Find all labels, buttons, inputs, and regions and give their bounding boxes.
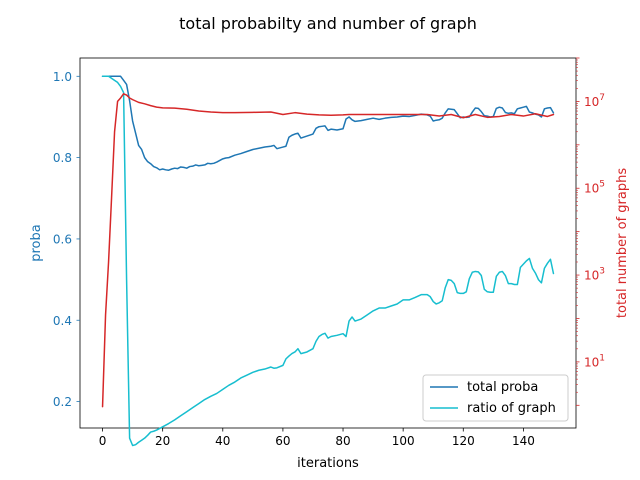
x-tick-label: 100 (392, 434, 415, 448)
right-tick-label: 105 (584, 180, 605, 196)
plot-area (79, 57, 577, 429)
x-axis: 0 20 40 60 80 100 120 140 (99, 428, 535, 448)
x-tick-label: 0 (99, 434, 107, 448)
left-tick-label: 0.2 (53, 395, 72, 409)
right-y-axis: 101 103 105 107 (576, 57, 605, 406)
left-tick-label: 0.4 (53, 314, 72, 328)
left-tick-label: 0.6 (53, 232, 72, 246)
x-tick-label: 60 (275, 434, 290, 448)
left-tick-label: 1.0 (53, 70, 72, 84)
right-tick-label: 107 (584, 93, 605, 109)
left-y-axis-label: proba (29, 224, 44, 261)
x-tick-label: 20 (155, 434, 170, 448)
x-tick-label: 80 (335, 434, 350, 448)
right-tick-label: 101 (584, 353, 605, 369)
right-tick-label: 103 (584, 267, 605, 283)
legend-label-total-proba: total proba (467, 380, 538, 395)
chart-title: total probabilty and number of graph (179, 14, 477, 33)
series-line-total-number-of-graphs (101, 93, 555, 408)
left-y-axis: 0.2 0.4 0.6 0.8 1.0 (53, 70, 80, 409)
x-tick-label: 120 (452, 434, 475, 448)
legend-box (422, 374, 569, 422)
series-layer (101, 75, 555, 447)
x-tick-label: 140 (512, 434, 535, 448)
x-axis-label: iterations (297, 456, 359, 471)
left-tick-label: 0.8 (53, 151, 72, 165)
legend-label-ratio-of-graph: ratio of graph (467, 401, 556, 416)
right-y-axis-label: total number of graphs (615, 168, 630, 318)
legend: total proba ratio of graph (422, 374, 569, 422)
x-tick-label: 40 (215, 434, 230, 448)
series-line-ratio-of-graph (101, 75, 555, 447)
